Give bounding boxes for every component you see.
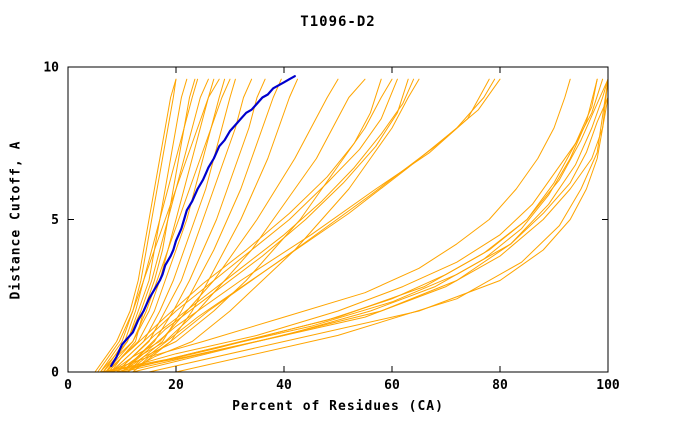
model-curve [116, 78, 609, 373]
x-tick-label: 60 [384, 378, 400, 393]
model-curve [126, 78, 282, 373]
model-curve [132, 78, 609, 373]
highlight-curve [110, 75, 296, 367]
model-curve [105, 78, 598, 373]
x-axis-label: Percent of Residues (CA) [232, 399, 444, 414]
model-curve [99, 78, 598, 373]
model-curve [116, 78, 415, 373]
model-curve [126, 78, 420, 373]
y-tick-label: 10 [43, 61, 59, 76]
model-curve [126, 78, 496, 373]
x-tick-label: 20 [168, 378, 184, 393]
model-curve [121, 78, 266, 373]
model-curve [105, 78, 571, 373]
model-curve [99, 78, 209, 373]
model-curve [121, 78, 409, 373]
x-tick-label: 80 [492, 378, 508, 393]
model-curve [148, 78, 609, 373]
model-curve [105, 78, 231, 373]
model-curve [116, 78, 366, 373]
model-curve [94, 78, 177, 373]
model-curve [121, 78, 609, 373]
model-curve [175, 78, 609, 373]
x-tick-label: 40 [276, 378, 292, 393]
model-curve [99, 78, 177, 373]
x-tick-label: 0 [64, 378, 72, 393]
x-tick-label: 100 [596, 378, 620, 393]
y-tick-label: 5 [51, 213, 59, 228]
model-curve [116, 78, 609, 373]
chart-title: T1096-D2 [300, 14, 376, 30]
y-tick-label: 0 [51, 366, 59, 381]
model-curve [132, 78, 501, 373]
model-curve [105, 78, 382, 373]
model-curve [121, 78, 393, 373]
model-curve [97, 78, 220, 373]
model-curve [110, 78, 398, 373]
y-axis-label: Distance Cutoff, A [8, 140, 24, 300]
